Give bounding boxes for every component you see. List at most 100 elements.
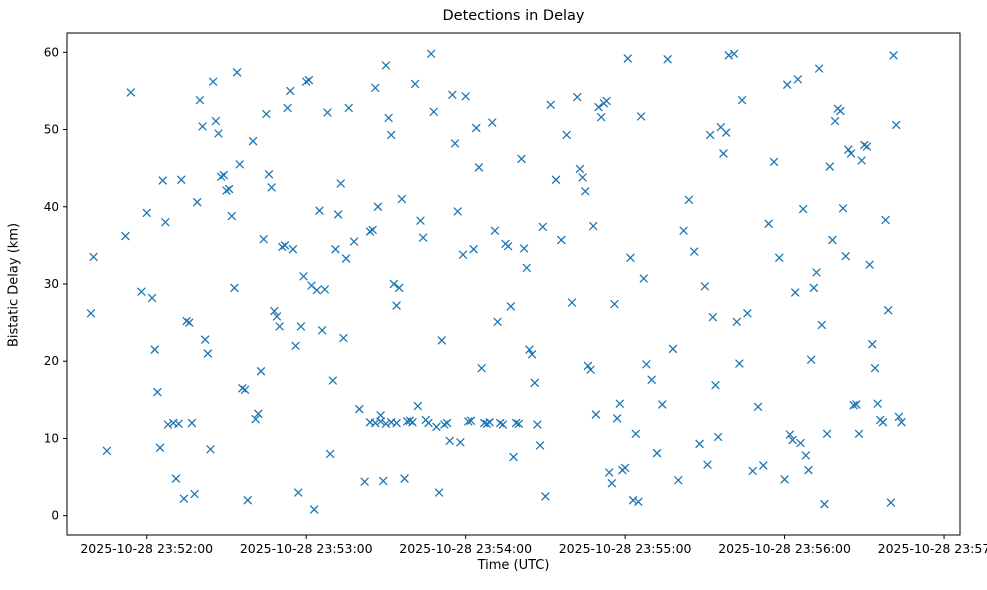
data-point-marker: [711, 381, 720, 390]
data-point-marker: [89, 252, 98, 262]
data-point-marker: [527, 350, 537, 359]
data-point-marker: [190, 489, 199, 499]
data-point-marker: [514, 419, 523, 428]
data-point-marker: [884, 306, 893, 315]
x-tick-label: 2025-10-28 23:54:00: [399, 541, 532, 556]
data-point-marker: [466, 416, 476, 425]
data-point-marker: [464, 417, 473, 426]
data-point-marker: [174, 419, 183, 428]
data-point-marker: [894, 412, 904, 421]
data-point-marker: [339, 333, 348, 343]
data-point-marker: [844, 145, 853, 154]
data-point-marker: [320, 285, 329, 294]
data-point-marker: [254, 409, 263, 418]
data-point-marker: [153, 387, 162, 397]
data-point-marker: [812, 268, 821, 277]
data-point-marker: [732, 317, 741, 326]
data-point-marker: [400, 474, 409, 483]
x-tick-label: 2025-10-28 23:52:00: [80, 541, 213, 556]
x-axis-label: Time (UTC): [477, 558, 550, 573]
data-point-marker: [315, 206, 324, 215]
data-point-marker: [477, 364, 486, 373]
data-point-marker: [865, 260, 874, 269]
data-point-marker: [735, 359, 744, 368]
data-point-marker: [785, 430, 795, 439]
data-point-marker: [581, 187, 590, 196]
data-point-marker: [586, 365, 595, 374]
data-point-marker: [453, 207, 462, 216]
data-point-marker: [434, 488, 444, 497]
chart-title: Detections in Delay: [442, 8, 585, 24]
data-point-marker: [171, 474, 181, 483]
data-point-marker: [448, 90, 457, 99]
data-point-marker: [535, 441, 545, 450]
data-point-marker: [788, 435, 797, 445]
y-tick-label: 0: [51, 509, 59, 523]
data-point-marker: [472, 123, 481, 133]
data-point-marker: [807, 355, 816, 364]
data-point-marker: [525, 345, 534, 354]
data-point-marker: [780, 475, 789, 484]
data-point-marker: [485, 418, 494, 427]
data-point-marker: [562, 130, 571, 140]
x-tick-label: 2025-10-28 23:57:00: [878, 541, 987, 556]
data-point-marker: [897, 418, 906, 427]
data-point-marker: [461, 92, 470, 101]
data-point-marker: [280, 241, 290, 250]
data-point-marker: [873, 399, 882, 408]
data-point-marker: [610, 299, 619, 309]
data-point-marker: [881, 215, 890, 225]
data-point-marker: [522, 263, 531, 272]
data-point-marker: [769, 157, 779, 167]
data-point-marker: [397, 194, 407, 204]
data-point-marker: [743, 309, 752, 318]
data-point-marker: [344, 103, 353, 113]
data-point-marker: [538, 222, 547, 231]
data-point-marker: [822, 429, 832, 438]
data-point-marker: [626, 253, 635, 262]
data-point-marker: [232, 68, 242, 77]
data-point-marker: [376, 411, 385, 420]
data-point-marker: [530, 378, 539, 388]
data-point-marker: [551, 175, 561, 184]
data-point-marker: [227, 211, 236, 221]
data-point-marker: [597, 113, 606, 122]
data-point-marker: [504, 242, 513, 251]
data-point-marker: [695, 439, 704, 449]
data-point-marker: [360, 477, 369, 486]
data-point-marker: [408, 418, 417, 427]
data-point-marker: [185, 318, 194, 327]
data-point-marker: [591, 410, 601, 419]
data-point-marker: [121, 231, 130, 241]
data-point-marker: [323, 108, 332, 117]
data-point-marker: [575, 164, 585, 174]
data-point-marker: [317, 326, 327, 335]
data-point-marker: [147, 293, 157, 303]
y-tick-label: 40: [44, 200, 59, 214]
data-point-marker: [179, 494, 189, 503]
data-point-marker: [240, 385, 250, 394]
data-point-marker: [209, 77, 218, 86]
data-point-marker: [557, 235, 566, 245]
data-point-marker: [248, 136, 258, 146]
data-point-marker: [102, 446, 112, 455]
data-point-marker: [155, 443, 165, 452]
data-point-marker: [458, 250, 468, 259]
y-tick-label: 20: [44, 354, 59, 368]
data-point-marker: [424, 418, 433, 428]
data-point-marker: [838, 204, 848, 213]
data-point-marker: [259, 235, 268, 244]
data-point-marker: [634, 497, 643, 506]
data-point-marker: [137, 287, 146, 296]
data-point-marker: [150, 345, 159, 354]
data-point-marker: [177, 175, 186, 184]
data-point-marker: [804, 465, 813, 475]
data-point-marker: [775, 253, 784, 262]
data-point-marker: [333, 210, 343, 219]
data-point-marker: [628, 496, 638, 505]
data-point-marker: [243, 496, 252, 505]
x-tick-label: 2025-10-28 23:53:00: [240, 541, 373, 556]
data-point-marker: [126, 88, 135, 97]
data-point-marker: [275, 322, 284, 331]
data-point-marker: [198, 122, 207, 131]
